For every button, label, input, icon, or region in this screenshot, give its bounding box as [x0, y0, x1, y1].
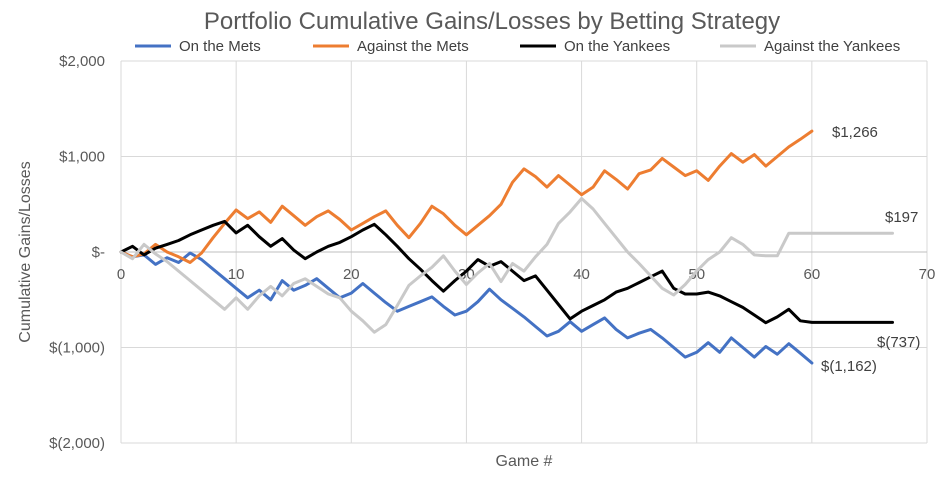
y-tick-label: $1,000 [59, 149, 105, 166]
legend: On the Mets Against the Mets On the Yankee… [135, 38, 900, 55]
end-value-label: $1,266 [832, 124, 878, 141]
gridlines [120, 60, 928, 444]
series-line-4 [119, 197, 894, 334]
x-tick-label: 70 [919, 266, 936, 283]
series-lines [119, 129, 894, 365]
y-axis-ticks: $2,000 $1,000 $- $(1,000) $(2,000) [49, 53, 105, 452]
legend-entry: On the Yankees [564, 38, 670, 55]
series-line-3 [119, 219, 894, 325]
x-tick-label: 0 [117, 266, 125, 283]
end-value-label: $(1,162) [821, 358, 877, 375]
x-axis-label: Game # [496, 453, 553, 470]
y-tick-label: $(2,000) [49, 435, 105, 452]
end-value-label: $(737) [877, 334, 920, 351]
y-tick-label: $2,000 [59, 53, 105, 70]
y-axis-label: Cumulative Gains/Losses [17, 161, 34, 342]
x-tick-label: 40 [573, 266, 590, 283]
x-tick-label: 60 [804, 266, 821, 283]
y-tick-label: $- [92, 244, 105, 261]
end-labels: $1,266 $197 $(737)$(1,162) [821, 124, 920, 375]
series-line-2 [119, 129, 814, 264]
x-tick-label: 20 [343, 266, 360, 283]
end-value-label: $197 [885, 209, 918, 226]
series-line-1 [119, 250, 814, 365]
legend-entry: On the Mets [179, 38, 261, 55]
chart-title: Portfolio Cumulative Gains/Losses by Bet… [204, 8, 780, 35]
legend-entry: Against the Yankees [764, 38, 900, 55]
y-tick-label: $(1,000) [49, 340, 105, 357]
x-tick-label: 10 [228, 266, 245, 283]
x-tick-label: 50 [688, 266, 705, 283]
legend-entry: Against the Mets [357, 38, 469, 55]
